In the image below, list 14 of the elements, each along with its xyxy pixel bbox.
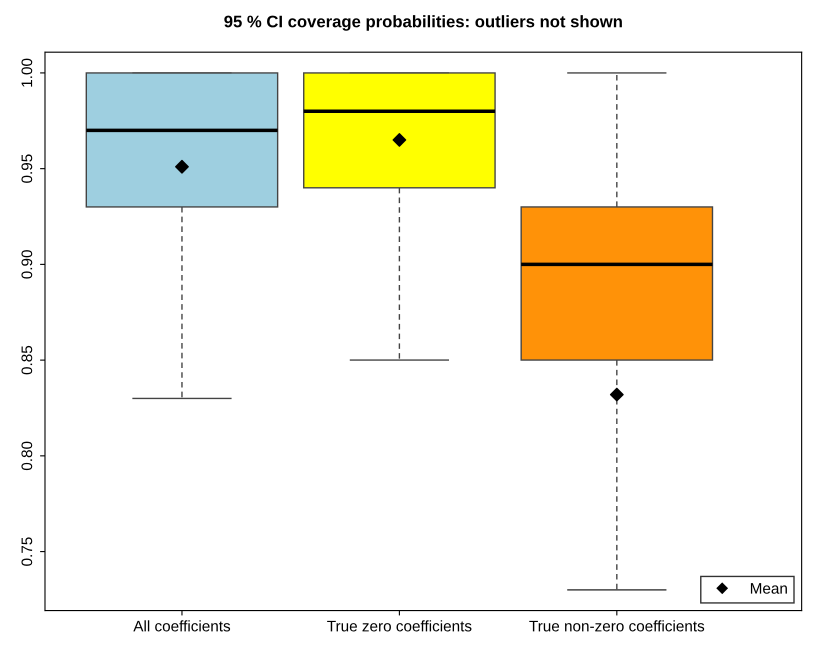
y-tick-label: 0.85 (21, 346, 32, 374)
x-tick-label: All coefficients (133, 620, 230, 632)
y-tick-label: 1.00 (21, 58, 32, 87)
y-tick-label: 0.90 (21, 250, 32, 279)
chart-title: 95 % CI coverage probabilities: outliers not shown (224, 15, 622, 31)
y-tick-label: 0.75 (21, 537, 32, 566)
y-tick-label: 0.95 (21, 154, 32, 183)
point (175, 160, 189, 174)
legend-label: Mean (750, 583, 787, 594)
point (392, 133, 406, 147)
point (610, 388, 624, 402)
x-tick-label: True non-zero coefficients (529, 620, 704, 632)
y-tick-label: 0.80 (21, 442, 32, 470)
x-tick-label: True zero coefficients (327, 620, 472, 632)
